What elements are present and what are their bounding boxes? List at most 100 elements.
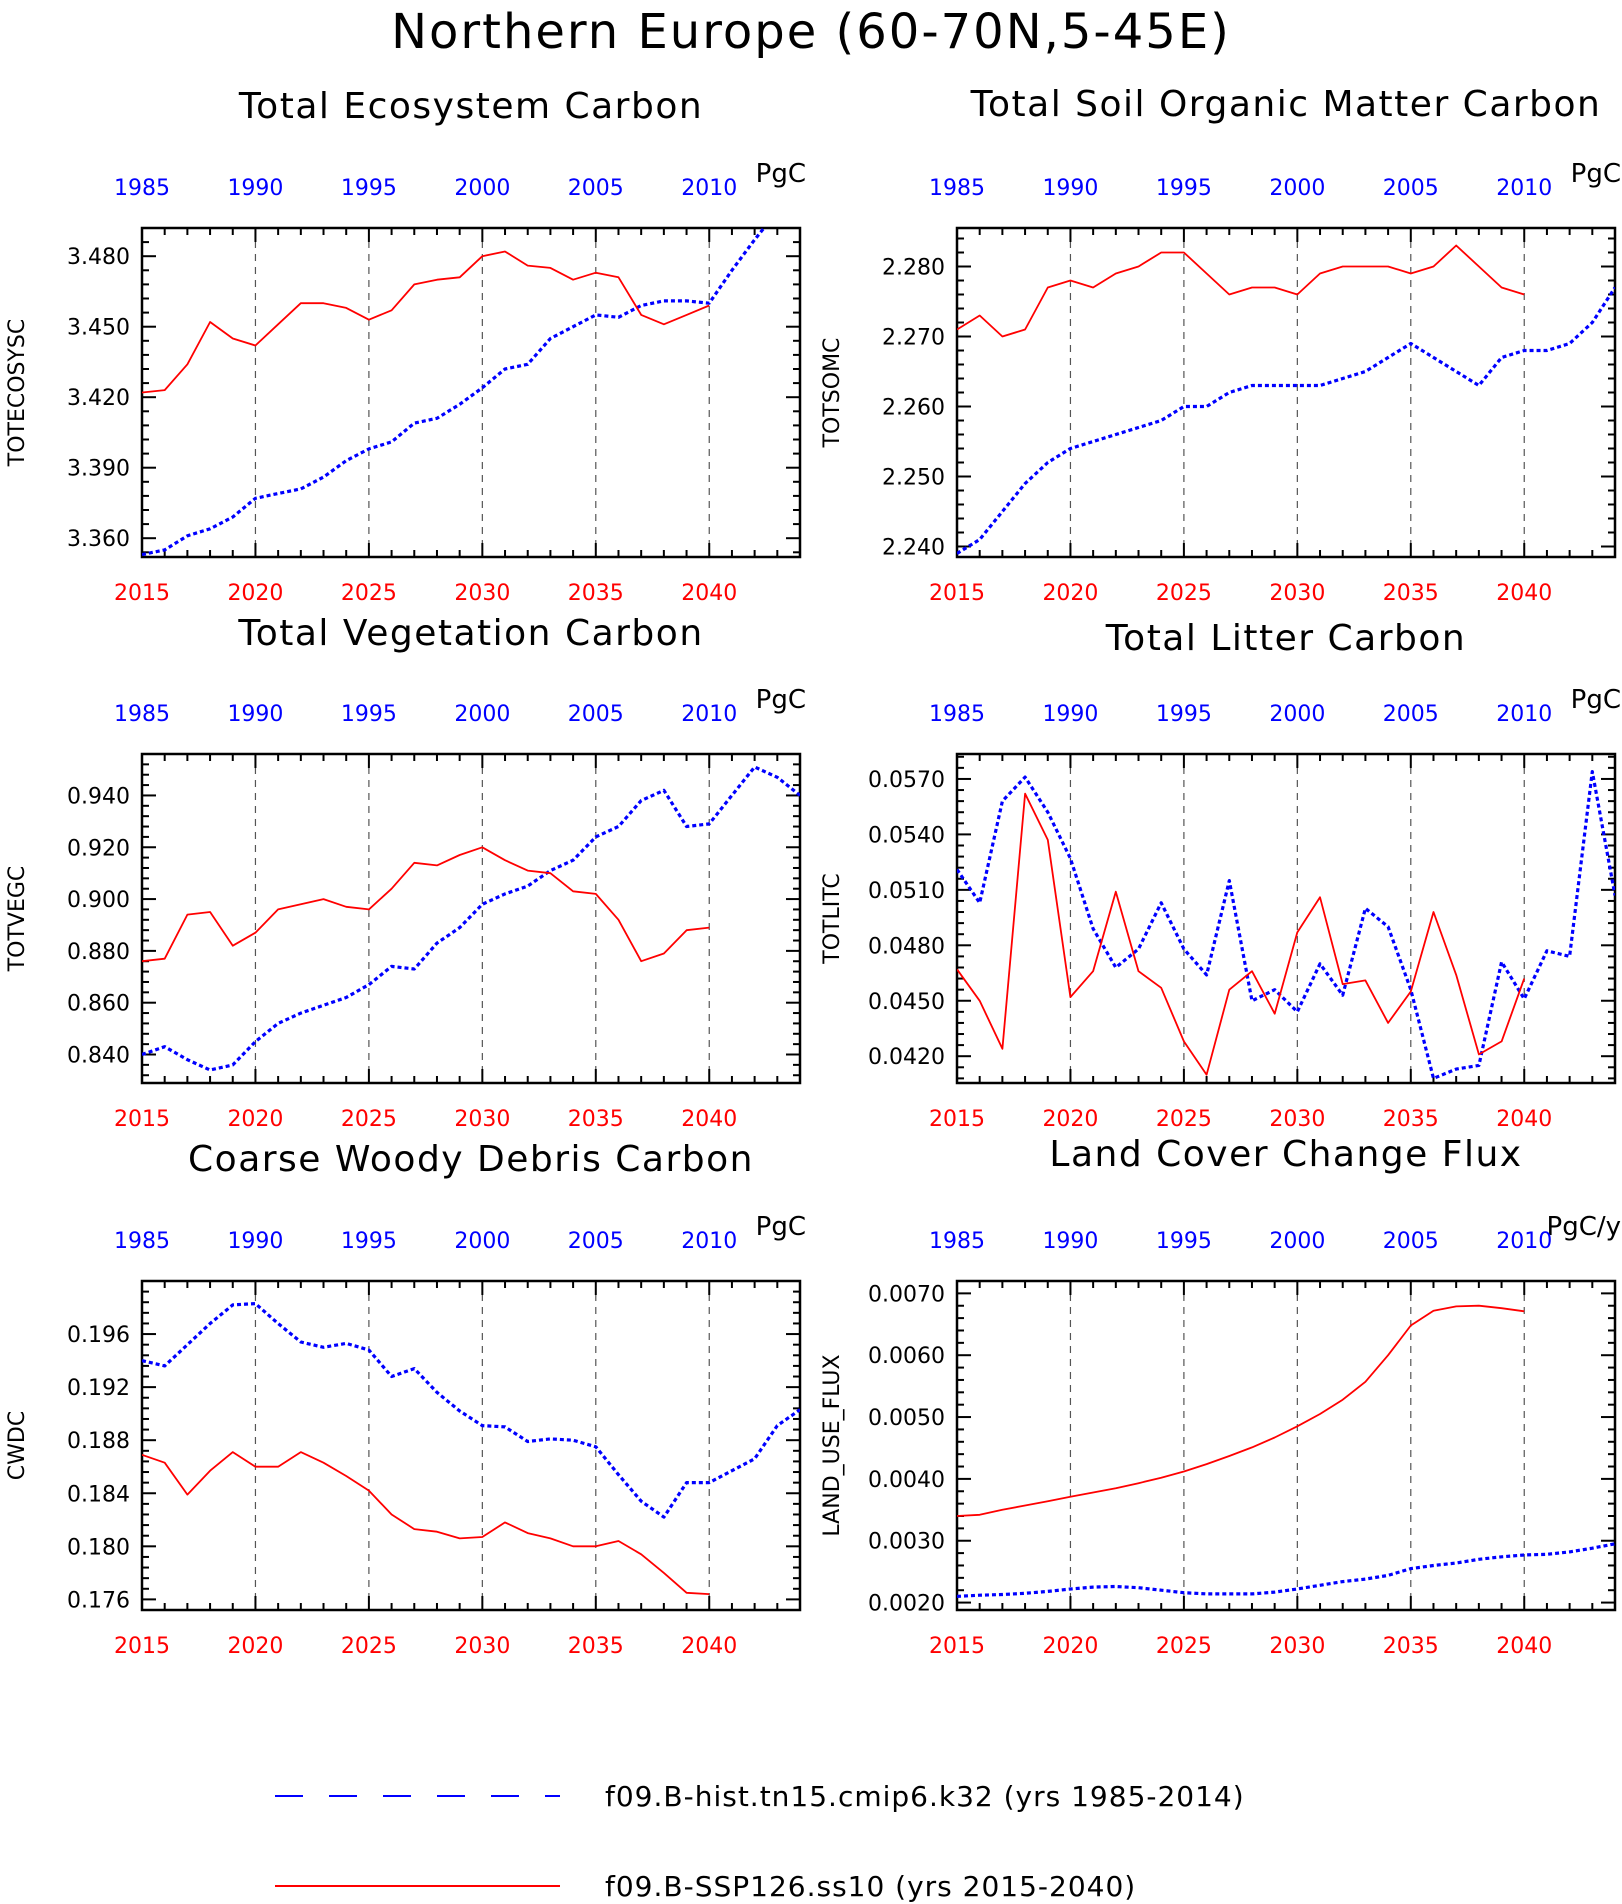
x-tick-label-top: 1985 bbox=[929, 1229, 985, 1254]
y-tick-label: 0.880 bbox=[67, 940, 130, 965]
x-tick-label-bottom: 2040 bbox=[681, 1634, 737, 1659]
y-tick-label: 0.0070 bbox=[868, 1282, 945, 1307]
panel-total-soil-organic-matter-carbon: Total Soil Organic Matter Carbon PgC TOTSO… bbox=[820, 84, 1621, 606]
panel-total-vegetation-carbon: Total Vegetation Carbon PgC TOTVEGC 2015 198… bbox=[5, 613, 806, 1132]
y-axis-label: CWDC bbox=[5, 1411, 30, 1480]
panel-title: Land Cover Change Flux bbox=[1049, 1134, 1522, 1175]
series-line-ssp bbox=[142, 1451, 710, 1595]
x-tick-label-bottom: 2025 bbox=[1156, 1107, 1212, 1132]
panel-title: Coarse Woody Debris Carbon bbox=[188, 1139, 754, 1180]
units-label: PgC bbox=[756, 159, 806, 189]
x-tick-label-top: 2010 bbox=[1496, 1229, 1552, 1254]
x-tick-label-top: 2010 bbox=[681, 1229, 737, 1254]
x-tick-label-top: 2010 bbox=[681, 702, 737, 727]
panel-title: Total Soil Organic Matter Carbon bbox=[970, 84, 1602, 125]
series-line-hist bbox=[957, 1542, 1615, 1598]
x-tick-label-top: 2000 bbox=[1269, 176, 1325, 201]
y-tick-label: 3.390 bbox=[67, 457, 130, 482]
y-tick-label: 0.0050 bbox=[868, 1406, 945, 1431]
x-tick-label-bottom: 2015 bbox=[929, 1634, 985, 1659]
x-tick-label-top: 1985 bbox=[114, 1229, 170, 1254]
plot-frame bbox=[955, 752, 1617, 1085]
y-tick-label: 0.840 bbox=[67, 1044, 130, 1069]
panel-coarse-woody-debris-carbon: Coarse Woody Debris Carbon PgC CWDC 2015 198… bbox=[5, 1139, 806, 1659]
units-label: PgC bbox=[756, 1212, 806, 1242]
series-line-ssp bbox=[957, 792, 1526, 1076]
x-tick-label-top: 1995 bbox=[1156, 176, 1212, 201]
x-tick-label-top: 2005 bbox=[1383, 176, 1439, 201]
x-tick-label-top: 2005 bbox=[568, 1229, 624, 1254]
units-label: PgC bbox=[756, 685, 806, 715]
y-tick-label: 0.0540 bbox=[868, 823, 945, 848]
x-tick-label-bottom: 2020 bbox=[227, 1634, 283, 1659]
y-tick-label: 0.0570 bbox=[868, 768, 945, 793]
series-line-hist bbox=[957, 286, 1615, 555]
x-tick-label-top: 1985 bbox=[114, 702, 170, 727]
units-label: PgC bbox=[1571, 159, 1621, 189]
x-tick-label-top: 1990 bbox=[227, 702, 283, 727]
x-tick-label-top: 1985 bbox=[929, 176, 985, 201]
plot-frame bbox=[955, 1279, 1617, 1612]
y-tick-label: 0.0040 bbox=[868, 1468, 945, 1493]
y-tick-label: 2.280 bbox=[882, 256, 945, 281]
x-tick-label-top: 2005 bbox=[568, 176, 624, 201]
x-tick-label-top: 2010 bbox=[1496, 702, 1552, 727]
y-tick-label: 0.184 bbox=[67, 1482, 130, 1507]
x-tick-label-top: 1990 bbox=[1042, 702, 1098, 727]
x-tick-label-bottom: 2025 bbox=[1156, 1634, 1212, 1659]
x-tick-label-top: 2005 bbox=[568, 702, 624, 727]
x-tick-label-top: 1985 bbox=[114, 176, 170, 201]
panel-title: Total Ecosystem Carbon bbox=[238, 86, 703, 127]
y-tick-label: 3.450 bbox=[67, 316, 130, 341]
x-tick-label-bottom: 2035 bbox=[568, 1107, 624, 1132]
y-axis-label: LAND_USE_FLUX bbox=[820, 1354, 845, 1536]
x-tick-label-bottom: 2030 bbox=[1269, 1634, 1325, 1659]
y-axis-label: TOTSOMC bbox=[820, 338, 845, 449]
x-tick-label-bottom: 2015 bbox=[114, 1634, 170, 1659]
x-tick-label-bottom: 2040 bbox=[1496, 581, 1552, 606]
x-tick-label-top: 2000 bbox=[454, 176, 510, 201]
y-axis-label: TOTECOSYSC bbox=[5, 319, 30, 468]
x-tick-label-bottom: 2030 bbox=[1269, 1107, 1325, 1132]
x-tick-label-bottom: 2030 bbox=[1269, 581, 1325, 606]
series-line-ssp bbox=[957, 1304, 1525, 1517]
x-tick-label-top: 1995 bbox=[1156, 702, 1212, 727]
y-tick-label: 0.0480 bbox=[868, 934, 945, 959]
y-tick-label: 0.0020 bbox=[868, 1592, 945, 1617]
x-tick-label-top: 1985 bbox=[929, 702, 985, 727]
panel-total-litter-carbon: Total Litter Carbon PgC TOTLITC 2015 1985 202… bbox=[820, 618, 1621, 1132]
x-tick-label-bottom: 2035 bbox=[1383, 581, 1439, 606]
x-tick-label-bottom: 2025 bbox=[341, 1634, 397, 1659]
y-tick-label: 0.180 bbox=[67, 1535, 130, 1560]
x-tick-label-bottom: 2035 bbox=[1383, 1634, 1439, 1659]
y-tick-label: 0.192 bbox=[67, 1376, 130, 1401]
x-tick-label-bottom: 2025 bbox=[341, 1107, 397, 1132]
x-tick-label-bottom: 2025 bbox=[1156, 581, 1212, 606]
y-tick-label: 0.188 bbox=[67, 1429, 130, 1454]
plot-frame bbox=[140, 752, 802, 1085]
x-tick-label-bottom: 2020 bbox=[227, 1107, 283, 1132]
series-line-ssp bbox=[957, 244, 1525, 338]
x-tick-label-bottom: 2020 bbox=[1042, 1634, 1098, 1659]
panel-title: Total Vegetation Carbon bbox=[237, 613, 703, 654]
figure-title: Northern Europe (60-70N,5-45E) bbox=[391, 4, 1231, 60]
y-tick-label: 3.420 bbox=[67, 386, 130, 411]
x-tick-label-bottom: 2030 bbox=[454, 1107, 510, 1132]
x-tick-label-top: 1990 bbox=[227, 1229, 283, 1254]
x-tick-label-bottom: 2015 bbox=[929, 1107, 985, 1132]
x-tick-label-bottom: 2035 bbox=[1383, 1107, 1439, 1132]
x-tick-label-top: 2010 bbox=[681, 176, 737, 201]
y-tick-label: 0.0420 bbox=[868, 1045, 945, 1070]
x-tick-label-top: 1990 bbox=[1042, 176, 1098, 201]
x-tick-label-top: 2005 bbox=[1383, 1229, 1439, 1254]
x-tick-label-top: 1995 bbox=[341, 176, 397, 201]
y-tick-label: 0.196 bbox=[67, 1323, 130, 1348]
x-tick-label-bottom: 2015 bbox=[114, 1107, 170, 1132]
legend: f09.B-hist.tn15.cmip6.k32 (yrs 1985-2014… bbox=[275, 1780, 1244, 1903]
y-tick-label: 0.0510 bbox=[868, 879, 945, 904]
plot-frame bbox=[955, 226, 1617, 559]
x-tick-label-top: 1995 bbox=[341, 1229, 397, 1254]
y-tick-label: 0.920 bbox=[67, 836, 130, 861]
x-tick-label-top: 2010 bbox=[1496, 176, 1552, 201]
